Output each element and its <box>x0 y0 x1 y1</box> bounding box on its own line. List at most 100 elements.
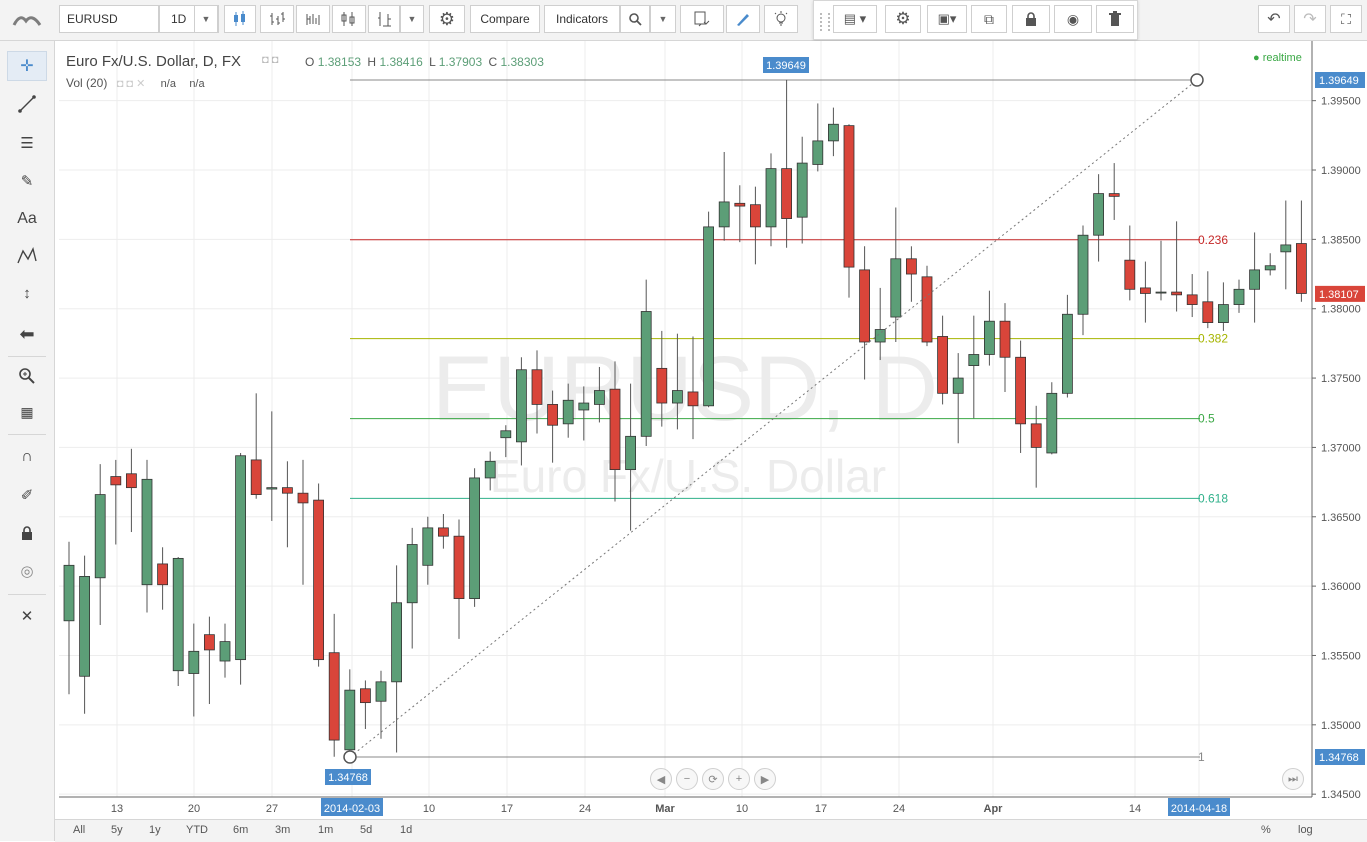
script-editor-button[interactable] <box>680 5 724 33</box>
horizontal-lines-tool[interactable]: ☰ <box>7 128 47 158</box>
drawing-settings-button[interactable]: ⚙ <box>885 5 921 33</box>
fullscreen-button[interactable]: ⛶ <box>1330 5 1362 33</box>
brush-icon <box>737 14 749 26</box>
scroll-right-button[interactable]: ▶ <box>754 768 776 790</box>
logo-icon[interactable] <box>0 0 54 40</box>
back-tool[interactable]: ⬅ <box>7 319 47 349</box>
gear-icon: ⚙ <box>895 9 911 28</box>
range-6m[interactable]: 6m <box>233 824 249 836</box>
measure-icon: ↕ <box>23 284 31 302</box>
redo-icon: ↷ <box>1303 11 1317 28</box>
time-tick-label: 20 <box>188 803 200 815</box>
clone-button[interactable]: ⧉ <box>971 5 1007 33</box>
trend-line-icon <box>18 95 36 113</box>
range-1y[interactable]: 1y <box>149 824 161 836</box>
patterns-tool[interactable] <box>7 241 47 271</box>
delete-drawing-button[interactable] <box>1096 5 1134 33</box>
chart-type-dropdown[interactable]: ▼ <box>400 5 424 33</box>
measure-ruler-tool[interactable]: ▦ <box>7 397 47 427</box>
interval-dropdown-button[interactable]: ▼ <box>194 5 218 33</box>
candle-body <box>968 354 980 366</box>
indicator-search-button[interactable] <box>620 5 650 33</box>
range-5d[interactable]: 5d <box>360 824 373 836</box>
drawing-properties-toolbar: ▤ ▾ ⚙ ▣▾ ⧉ ◉ <box>813 0 1138 40</box>
compare-button[interactable]: Compare <box>470 5 540 33</box>
redo-button[interactable]: ↷ <box>1294 5 1326 33</box>
volume-value-1: n/a <box>160 78 176 90</box>
log-scale-toggle[interactable]: log <box>1298 824 1313 836</box>
time-badge <box>321 798 383 816</box>
drawing-brush-button[interactable] <box>726 5 760 33</box>
price-axis <box>1312 41 1367 797</box>
zoom-out-button[interactable]: − <box>676 768 698 790</box>
range-5y[interactable]: 5y <box>111 824 123 836</box>
axis-fib-low-text: 1.34768 <box>1319 752 1359 764</box>
template-icon: ▤ ▾ <box>843 11 867 26</box>
price-tick-label: 1.38500 <box>1321 234 1361 246</box>
visual-order-button[interactable]: ▣▾ <box>927 5 967 33</box>
indicators-dropdown[interactable]: ▼ <box>650 5 676 33</box>
heikin-ashi-button[interactable] <box>332 5 366 33</box>
volume-settings-icons[interactable]: ◘ ◘ ✕ <box>116 78 146 90</box>
measure-tool[interactable]: ↕ <box>7 278 47 308</box>
line-style-button[interactable] <box>296 5 330 33</box>
fib-high-price-badge <box>763 57 809 73</box>
candle-body <box>672 390 683 404</box>
candle-body <box>391 602 403 683</box>
candle-body <box>172 557 184 672</box>
percent-scale-toggle[interactable]: % <box>1261 824 1271 836</box>
text-tool[interactable]: Aa <box>7 204 47 234</box>
brush-icon: ✎ <box>20 173 34 190</box>
undo-icon: ↶ <box>1267 11 1281 28</box>
candle-body <box>1124 259 1136 290</box>
symbol-search[interactable]: EURUSD <box>59 5 159 33</box>
range-1m[interactable]: 1m <box>318 824 334 836</box>
time-tick-label: 13 <box>111 803 123 815</box>
chart-type-button[interactable] <box>368 5 400 33</box>
stay-in-drawing-mode-tool[interactable]: ✐ <box>7 480 47 510</box>
hide-drawing-button[interactable]: ◉ <box>1054 5 1092 33</box>
remove-drawings-tool[interactable]: ✕ <box>7 601 47 631</box>
candle-body <box>63 564 75 622</box>
legend-settings-icons[interactable]: ◘ ◘ <box>262 54 279 66</box>
zoom-in-button[interactable]: + <box>728 768 750 790</box>
candle-body <box>297 492 309 504</box>
ideas-button[interactable] <box>764 5 798 33</box>
candle-body <box>281 487 293 494</box>
scroll-left-button[interactable]: ◀ <box>650 768 672 790</box>
candle-body <box>437 527 449 537</box>
low-label: L <box>429 55 436 69</box>
candles-style-button[interactable] <box>224 5 256 33</box>
fib-level-label: 0.618 <box>1198 491 1228 505</box>
range-1d[interactable]: 1d <box>400 824 413 836</box>
time-tick-label: Apr <box>984 803 1004 815</box>
zoom-in-tool[interactable] <box>7 361 47 391</box>
time-tick-label: 24 <box>579 803 591 815</box>
price-tick-label: 1.36000 <box>1321 581 1361 593</box>
drag-handle[interactable] <box>820 13 830 31</box>
magnet-tool[interactable]: ∩ <box>7 442 47 472</box>
template-button[interactable]: ▤ ▾ <box>833 5 877 33</box>
close-value: 1.38303 <box>500 55 544 69</box>
high-label: H <box>367 55 377 69</box>
lock-drawing-button[interactable] <box>1012 5 1050 33</box>
hide-drawings-tool[interactable]: ◎ <box>7 556 47 586</box>
range-all[interactable]: All <box>73 824 86 836</box>
lock-drawings-tool[interactable] <box>7 518 47 548</box>
range-3m[interactable]: 3m <box>275 824 291 836</box>
brush-tool[interactable]: ✎ <box>7 166 47 196</box>
scroll-to-realtime-button[interactable]: ⏭ <box>1282 768 1304 790</box>
crosshair-tool[interactable]: ✛ <box>7 51 47 81</box>
chart-settings-button[interactable]: ⚙ <box>429 5 465 33</box>
trend-line-tool[interactable] <box>7 89 47 119</box>
range-ytd[interactable]: YTD <box>186 824 208 836</box>
indicators-button[interactable]: Indicators <box>544 5 620 33</box>
undo-button[interactable]: ↶ <box>1258 5 1290 33</box>
candle-body <box>1093 193 1104 236</box>
reset-chart-button[interactable]: ⟳ <box>702 768 724 790</box>
candle-body <box>188 650 200 674</box>
bars-style-button[interactable] <box>260 5 294 33</box>
time-tick-label: 10 <box>736 803 748 815</box>
price-tick-label: 1.39000 <box>1321 165 1361 177</box>
